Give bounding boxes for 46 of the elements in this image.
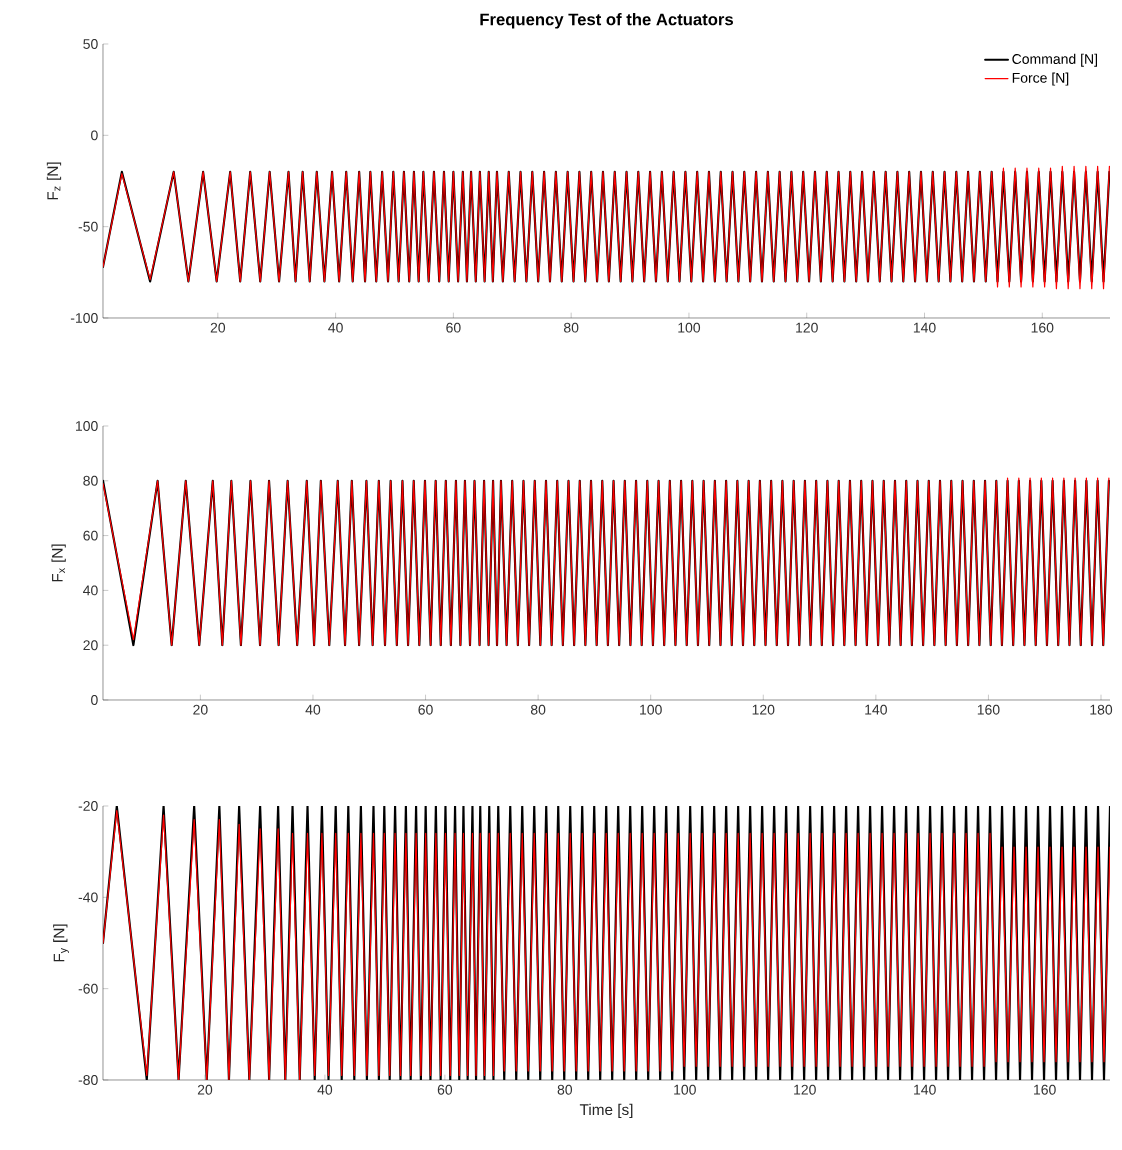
y-tick-label: 80 [83,475,98,486]
x-tick-label: 80 [563,322,579,333]
y-tick-label: 40 [83,585,98,596]
x-tick-label: 160 [1034,1084,1056,1095]
chart-title: Frequency Test of the Actuators [480,13,733,29]
y-tick-label: 60 [83,530,98,541]
legend-label: Force [N] [1012,72,1069,86]
x-tick-label: 100 [640,704,662,715]
x-tick-label: 120 [752,704,775,715]
x-tick-label: 120 [794,1084,816,1095]
y-tick-label: -60 [78,983,98,994]
x-tick-label: 100 [678,322,701,333]
x-tick-label: 60 [437,1084,453,1095]
x-tick-label: 20 [197,1084,213,1095]
x-tick-label: 140 [914,1084,936,1095]
y-axis-title: F$_{y}$ [N] [53,924,69,962]
y-axis-title: F$_{z}$ [N] [46,162,62,200]
y-tick-label: 50 [83,39,98,49]
x-tick-label: 60 [446,322,461,333]
x-tick-label: 140 [865,704,887,715]
x-tick-label: 40 [317,1084,333,1095]
x-tick-label: 180 [1090,704,1113,715]
y-tick-label: 0 [91,695,98,705]
y-tick-label: 0 [91,130,98,141]
x-tick-label: 40 [305,704,321,715]
x-tick-label: 160 [1031,322,1054,333]
y-axis-title: F$_{x}$ [N] [51,544,66,582]
x-tick-label: 160 [977,704,1000,715]
legend-label: Command [N] [1012,53,1098,67]
y-tick-label: 100 [76,421,98,431]
x-tick-label: 20 [210,322,226,333]
x-tick-label: 100 [674,1084,696,1095]
y-tick-label: -20 [78,801,98,811]
y-tick-label: -100 [70,313,98,323]
x-tick-label: 80 [530,704,546,715]
x-tick-label: 20 [193,704,208,715]
y-tick-label: 20 [83,640,98,651]
x-tick-label: 140 [913,322,936,333]
y-tick-label: -50 [78,221,98,232]
y-tick-label: -80 [78,1075,98,1085]
x-tick-label: 80 [557,1084,573,1095]
x-tick-label: 40 [328,322,343,333]
x-tick-label: 60 [418,704,433,715]
x-tick-label: 120 [796,322,818,333]
x-axis-title: Time [s] [579,1103,633,1119]
y-tick-label: -40 [78,892,98,903]
